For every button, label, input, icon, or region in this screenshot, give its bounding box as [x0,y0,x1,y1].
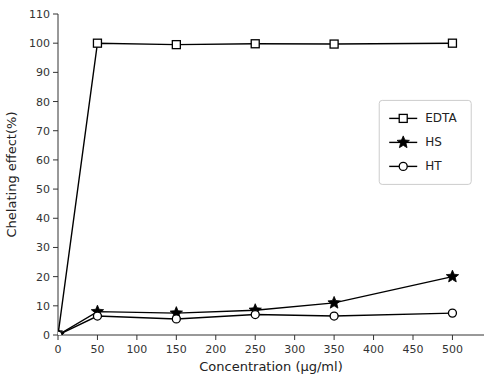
x-axis-label: Concentration (μg/ml) [199,359,342,374]
y-tick-label: 20 [36,271,50,284]
y-tick-label: 40 [36,212,50,225]
y-tick-label: 80 [36,96,50,109]
legend-marker [397,136,409,148]
data-point [251,40,259,48]
x-tick [255,335,256,340]
data-point [448,39,456,47]
x-tick [97,335,98,340]
legend-box [379,100,471,184]
y-tick [53,101,58,102]
x-tick-label: 0 [55,343,62,356]
x-tick-label: 50 [90,343,104,356]
x-tick-label: 500 [442,343,463,356]
x-tick [176,335,177,340]
y-tick-label: 100 [29,37,50,50]
y-axis-label: Chelating effect(%) [4,112,19,238]
x-tick [294,335,295,340]
series-line [58,43,452,335]
x-tick [215,335,216,340]
axes: 0 50 100 150 200 250 300 350 400 450 500 0 10 20 30 40 5… [29,8,484,356]
x-tick [373,335,374,340]
data-point [58,331,62,335]
data-point [172,315,180,323]
series-line [58,277,452,335]
x-tick [58,335,59,340]
x-tick-label: 250 [245,343,266,356]
data-point [448,309,456,317]
x-axis-line [58,335,484,336]
legend-label: HT [425,159,442,173]
legend-label: EDTA [425,111,457,125]
data-point [93,39,101,47]
x-tick-label: 450 [403,343,424,356]
y-tick [53,43,58,44]
series-1 [58,270,459,335]
x-tick-label: 350 [324,343,345,356]
x-tick [136,335,137,340]
legend: EDTA HS HT [379,100,471,184]
y-tick-label: 70 [36,125,50,138]
x-tick [334,335,335,340]
y-tick-label: 30 [36,241,50,254]
y-tick [53,305,58,306]
legend-marker [399,162,407,170]
y-tick [53,14,58,15]
legend-marker [399,114,407,122]
y-tick-label: 60 [36,154,50,167]
y-tick-label: 90 [36,66,50,79]
x-tick [413,335,414,340]
x-tick [452,335,453,340]
y-tick [53,189,58,190]
series-0 [58,39,456,335]
y-tick-label: 0 [43,329,50,342]
data-point [251,311,259,319]
y-tick-label: 50 [36,183,50,196]
data-point [93,312,101,320]
x-tick-label: 150 [166,343,187,356]
y-tick [53,130,58,131]
data-point [328,296,340,308]
y-tick [53,159,58,160]
plot-data [58,39,459,335]
chart: 0 50 100 150 200 250 300 350 400 450 500 0 10 20 30 40 5… [0,0,500,381]
data-point [330,40,338,48]
y-tick-label: 110 [29,8,50,21]
data-point [446,270,458,282]
y-tick [53,276,58,277]
data-point [330,312,338,320]
y-axis-line [58,14,59,335]
x-tick-label: 400 [363,343,384,356]
x-tick-label: 100 [126,343,147,356]
series-2 [58,309,456,335]
y-tick [53,247,58,248]
y-tick [53,218,58,219]
data-point [58,331,62,335]
y-tick [53,72,58,73]
y-tick-label: 10 [36,300,50,313]
legend-label: HS [425,135,442,149]
data-point [172,41,180,49]
y-tick [53,335,58,336]
x-tick-label: 200 [205,343,226,356]
x-tick-label: 300 [284,343,305,356]
